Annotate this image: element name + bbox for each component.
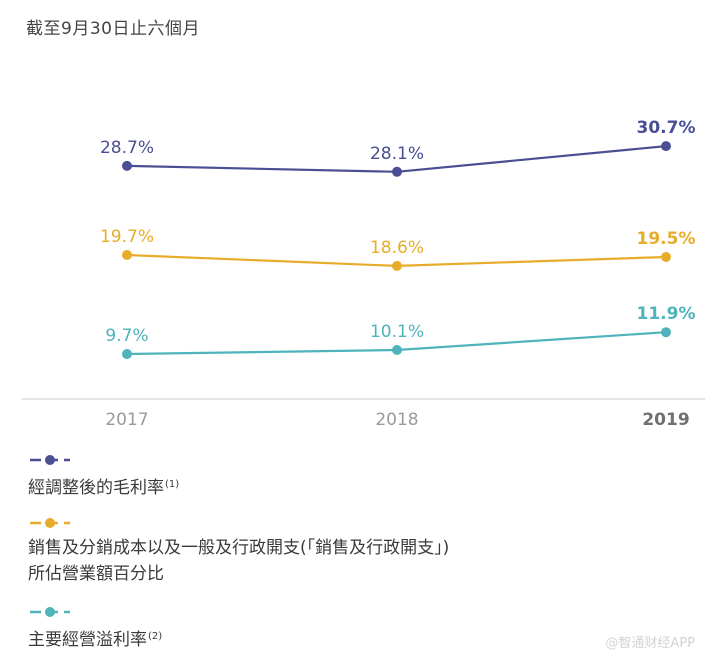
data-label-2-0: 9.7% bbox=[105, 326, 148, 346]
x-tick-label-2018: 2018 bbox=[375, 410, 418, 430]
data-label-2-2: 11.9% bbox=[637, 304, 696, 324]
legend-marker-gross-margin bbox=[30, 455, 70, 465]
x-tick-label-2017: 2017 bbox=[105, 410, 148, 430]
legend-label-gross-margin: 經調整後的毛利率(1) bbox=[28, 478, 180, 498]
legend-item-operating-margin: 主要經營溢利率(2) bbox=[28, 604, 162, 653]
data-point-0-1 bbox=[392, 166, 402, 177]
data-point-1-2 bbox=[661, 252, 671, 262]
legend-marker-operating-margin bbox=[30, 607, 70, 617]
data-point-2-1 bbox=[392, 345, 402, 355]
data-point-1-1 bbox=[392, 260, 402, 271]
data-label-1-0: 19.7% bbox=[100, 227, 154, 247]
x-tick-label-2019: 2019 bbox=[642, 410, 689, 430]
legend-marker-expense-ratio bbox=[30, 518, 70, 528]
legend-item-expense-ratio: 銷售及分銷成本以及一般及行政開支(「銷售及行政開支」) 所佔營業額百分比 bbox=[28, 515, 449, 587]
watermark: @智通财经APP bbox=[605, 636, 695, 651]
data-label-0-1: 28.1% bbox=[370, 144, 424, 164]
chart-title: 截至9月30日止六個月 bbox=[26, 19, 200, 39]
data-label-0-0: 28.7% bbox=[100, 138, 154, 158]
legend-label-expense-ratio: 銷售及分銷成本以及一般及行政開支(「銷售及行政開支」) 所佔營業額百分比 bbox=[28, 538, 450, 584]
data-label-0-2: 30.7% bbox=[637, 118, 696, 138]
legend-label-operating-margin: 主要經營溢利率(2) bbox=[28, 630, 163, 650]
data-point-2-0 bbox=[122, 349, 132, 359]
data-point-0-2 bbox=[661, 141, 671, 152]
legend-item-gross-margin: 經調整後的毛利率(1) bbox=[28, 452, 179, 501]
data-point-1-0 bbox=[122, 250, 132, 260]
data-label-2-1: 10.1% bbox=[370, 322, 424, 342]
line-chart: 2017 2018 2019 28.7% 28.1% 30.7% 19.7% 18.6% 19.… bbox=[22, 118, 705, 430]
data-label-1-2: 19.5% bbox=[637, 229, 696, 249]
data-point-0-0 bbox=[122, 160, 132, 171]
data-label-1-1: 18.6% bbox=[370, 238, 424, 258]
data-point-2-2 bbox=[661, 327, 671, 338]
